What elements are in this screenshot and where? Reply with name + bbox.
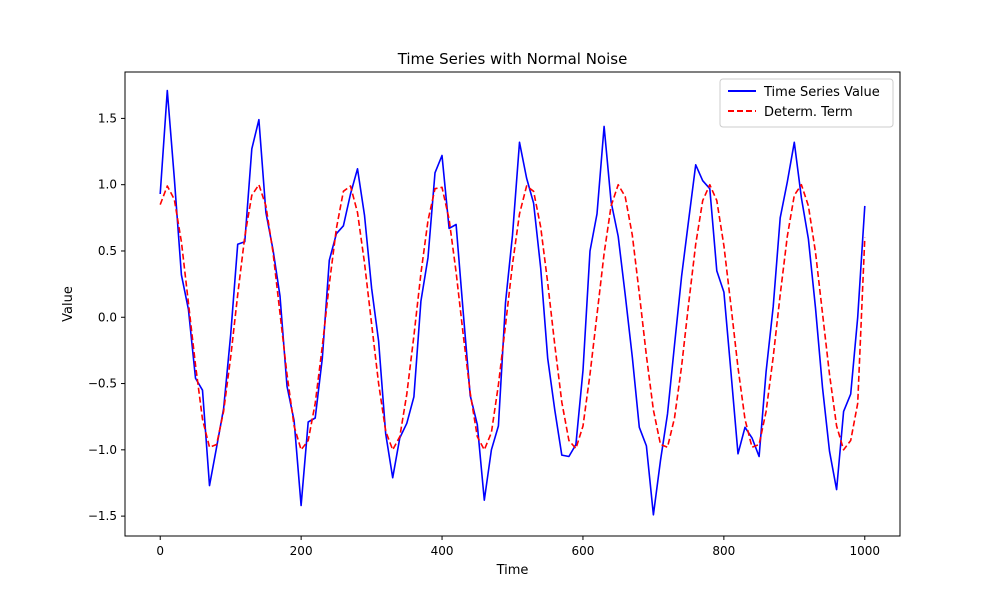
chart-title: Time Series with Normal Noise <box>397 50 628 68</box>
y-tick-label: 0.5 <box>98 244 117 258</box>
x-tick-label: 1000 <box>849 544 880 558</box>
x-tick-label: 800 <box>712 544 735 558</box>
x-tick-label: 600 <box>572 544 595 558</box>
legend-box <box>719 78 894 128</box>
series-layer <box>159 89 866 516</box>
legend-label-time-series-value: Time Series Value <box>763 85 880 100</box>
plot-area-frame <box>124 71 901 537</box>
x-axis: 0 200 400 600 800 1000 <box>156 536 880 558</box>
y-axis-label: Value <box>61 286 76 322</box>
y-tick-label: −1.0 <box>88 443 117 457</box>
y-tick-label: 1.0 <box>98 178 117 192</box>
x-axis-label: Time <box>496 563 529 578</box>
x-tick-label: 200 <box>290 544 313 558</box>
y-tick-label: −1.5 <box>88 509 117 523</box>
legend-label-determ-term: Determ. Term <box>764 105 853 120</box>
y-tick-label: 0.0 <box>98 310 117 324</box>
y-axis: −1.5 −1.0 −0.5 0.0 0.5 1.0 1.5 <box>88 111 125 523</box>
x-tick-label: 0 <box>156 544 164 558</box>
y-tick-label: 1.5 <box>98 111 117 125</box>
legend: Time Series Value Determ. Term <box>719 78 894 128</box>
x-tick-label: 400 <box>431 544 454 558</box>
y-tick-label: −0.5 <box>88 377 117 391</box>
series-line-determ-term <box>159 183 866 451</box>
